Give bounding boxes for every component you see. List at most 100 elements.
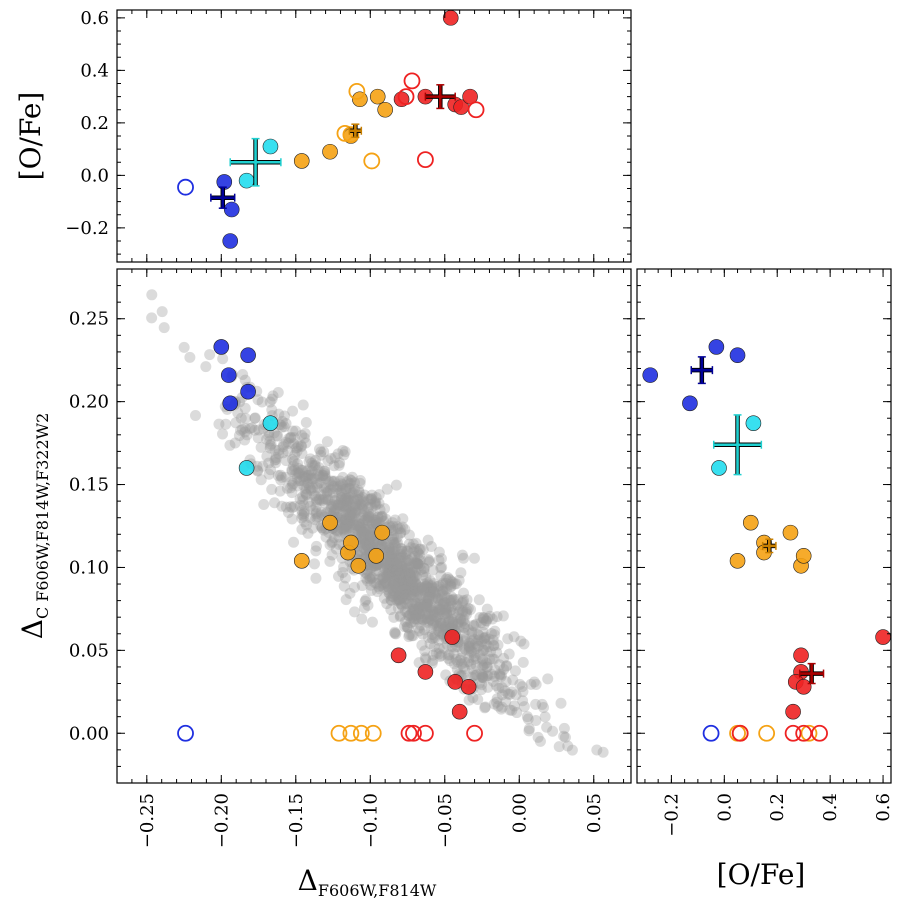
background-star xyxy=(439,597,451,609)
background-star xyxy=(407,585,419,597)
x-tick-label: −0.2 xyxy=(661,793,682,837)
background-star xyxy=(409,585,421,597)
background-star xyxy=(385,594,397,606)
background-star xyxy=(397,564,409,576)
background-star xyxy=(392,602,404,614)
background-star xyxy=(343,517,355,529)
background-star xyxy=(326,537,338,549)
background-star xyxy=(358,497,370,509)
background-star xyxy=(591,744,603,756)
background-star xyxy=(467,619,479,631)
background-star xyxy=(366,518,378,530)
background-star xyxy=(415,599,427,611)
background-star xyxy=(358,507,370,519)
background-star xyxy=(266,483,278,495)
background-star xyxy=(410,610,422,622)
background-star xyxy=(558,730,570,742)
background-star xyxy=(369,496,381,508)
background-star xyxy=(348,501,360,513)
background-star xyxy=(403,569,415,581)
background-star xyxy=(328,504,340,516)
background-star xyxy=(265,438,277,450)
background-star xyxy=(382,564,394,576)
background-star xyxy=(373,565,385,577)
background-star xyxy=(451,599,463,611)
background-star xyxy=(233,430,245,442)
background-star xyxy=(315,477,327,489)
background-star xyxy=(409,604,421,616)
background-star xyxy=(394,588,406,600)
background-star xyxy=(379,542,391,554)
background-star xyxy=(355,493,367,505)
background-star xyxy=(385,548,397,560)
background-star xyxy=(414,589,426,601)
background-star xyxy=(366,572,378,584)
background-star xyxy=(343,482,355,494)
background-star xyxy=(310,572,322,584)
background-star xyxy=(368,535,380,547)
background-star xyxy=(365,579,377,591)
background-star xyxy=(325,501,337,513)
background-star xyxy=(518,638,530,650)
background-star xyxy=(475,684,487,696)
background-star xyxy=(314,470,326,482)
background-star xyxy=(311,496,323,508)
background-star xyxy=(481,670,493,682)
background-star xyxy=(295,464,307,476)
background-star xyxy=(420,653,432,665)
background-star xyxy=(488,670,500,682)
star-point-open xyxy=(342,724,360,742)
background-star xyxy=(409,557,421,569)
background-star xyxy=(387,547,399,559)
background-star xyxy=(509,665,521,677)
background-star xyxy=(431,620,443,632)
background-star xyxy=(435,562,447,574)
background-star xyxy=(276,471,288,483)
background-star xyxy=(312,469,324,481)
background-star xyxy=(402,622,414,634)
background-star xyxy=(313,493,325,505)
background-star xyxy=(428,610,440,622)
background-star xyxy=(386,546,398,558)
background-star xyxy=(387,541,399,553)
background-star xyxy=(401,545,413,557)
background-star xyxy=(523,723,535,735)
background-star xyxy=(334,475,346,487)
background-star xyxy=(457,661,469,673)
background-star xyxy=(427,654,439,666)
background-star xyxy=(263,430,275,442)
background-star xyxy=(407,546,419,558)
background-star xyxy=(264,435,276,447)
background-star xyxy=(237,368,249,380)
background-star xyxy=(440,621,452,633)
background-star xyxy=(360,572,372,584)
background-star xyxy=(312,511,324,523)
background-star xyxy=(303,472,315,484)
background-star xyxy=(384,543,396,555)
background-star xyxy=(382,547,394,559)
background-star xyxy=(380,513,392,525)
x-tick-label: 0.0 xyxy=(714,793,735,822)
background-star xyxy=(478,672,490,684)
background-star xyxy=(465,603,477,615)
background-star xyxy=(305,485,317,497)
background-star xyxy=(289,449,301,461)
star-point xyxy=(417,664,434,680)
background-star xyxy=(343,519,355,531)
background-star xyxy=(423,556,435,568)
y-tick-label: 0.15 xyxy=(69,475,109,496)
background-star xyxy=(419,587,431,599)
background-star xyxy=(475,668,487,680)
background-star xyxy=(414,549,426,561)
background-star xyxy=(418,614,430,626)
background-star xyxy=(284,501,296,513)
background-star xyxy=(399,605,411,617)
background-star xyxy=(338,580,350,592)
background-star xyxy=(418,578,430,590)
background-star xyxy=(518,701,530,713)
background-star xyxy=(472,640,484,652)
star-point-open xyxy=(731,724,749,742)
background-star xyxy=(253,424,265,436)
background-star xyxy=(347,499,359,511)
